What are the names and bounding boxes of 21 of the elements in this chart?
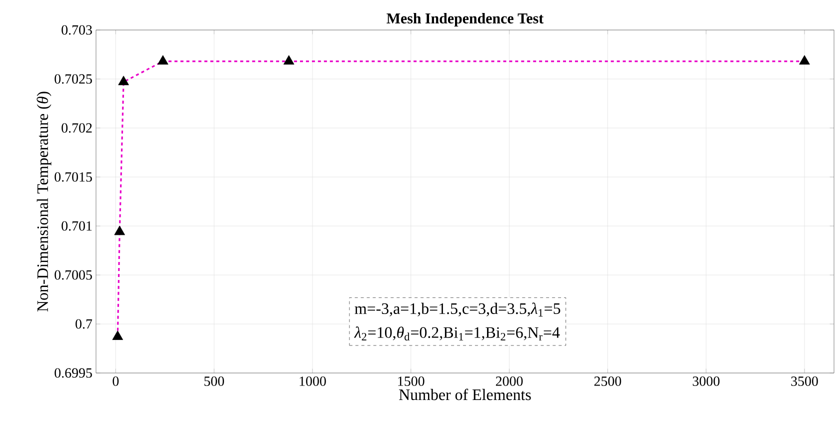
annotation: m=-3,a=1,b=1.5,c=3,d=3.5,λ$_{1}$=5 [354,302,560,316]
x-tick-label: 3500 [791,376,818,386]
x-tick-label: 2000 [496,376,523,386]
x-tick-label: 1000 [300,376,326,386]
x-tick-label: 2500 [594,376,622,386]
y-tick-label: 0.6995 [54,368,92,378]
y-tick-label: 0.7025 [54,74,92,84]
x-tick-label: 0 [112,376,119,386]
x-axis-title: Number of Elements [399,388,531,400]
x-tick-label: 1500 [398,376,424,386]
y-tick-label: 0.7 [76,319,92,329]
y-axis-title: Non-Dimensional Temperature (θ) [36,92,52,312]
y-tick-label: 0.701 [62,221,92,231]
y-tick-label: 0.703 [62,25,92,35]
x-tick-label: 3000 [692,376,720,386]
y-tick-label: 0.7005 [54,270,92,280]
text: λ$_{2}$=10,θ$_{d}$=0.2,Bi$_{1}$=1,Bi$_{2}$=6,N$_{r}$=4 [354,326,560,340]
y-tick-label: 0.702 [62,123,92,133]
y-tick-label: 0.7015 [54,172,92,182]
x-tick-label: 500 [204,376,224,386]
chart-title: Mesh Independence Test [386,12,544,27]
